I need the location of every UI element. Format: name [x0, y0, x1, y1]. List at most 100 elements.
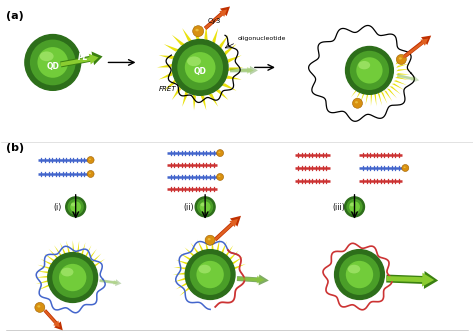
Text: PL: PL: [77, 53, 88, 62]
Circle shape: [396, 55, 406, 64]
Polygon shape: [66, 241, 71, 255]
Polygon shape: [191, 243, 200, 254]
Polygon shape: [221, 241, 227, 255]
Circle shape: [35, 302, 45, 312]
FancyArrow shape: [397, 74, 416, 81]
Ellipse shape: [195, 29, 199, 31]
Circle shape: [66, 197, 86, 217]
Polygon shape: [172, 35, 186, 45]
Ellipse shape: [71, 203, 76, 206]
Polygon shape: [73, 240, 75, 255]
Circle shape: [172, 40, 228, 95]
Circle shape: [87, 157, 94, 164]
Polygon shape: [211, 237, 214, 252]
Polygon shape: [172, 85, 181, 100]
Circle shape: [185, 250, 235, 299]
Circle shape: [195, 197, 215, 217]
Polygon shape: [164, 44, 180, 52]
Polygon shape: [157, 64, 173, 67]
Polygon shape: [159, 55, 176, 59]
Polygon shape: [392, 84, 404, 90]
Ellipse shape: [399, 57, 402, 60]
Text: QD: QD: [194, 67, 207, 76]
FancyArrow shape: [100, 280, 118, 285]
FancyArrow shape: [386, 271, 438, 289]
Polygon shape: [205, 238, 209, 252]
Polygon shape: [40, 259, 54, 265]
Polygon shape: [215, 90, 228, 100]
Circle shape: [402, 165, 409, 171]
FancyArrow shape: [44, 309, 63, 330]
FancyArrow shape: [230, 67, 254, 74]
Circle shape: [346, 199, 363, 215]
Polygon shape: [36, 279, 50, 284]
Polygon shape: [44, 253, 56, 261]
Ellipse shape: [208, 238, 210, 240]
Polygon shape: [54, 245, 63, 257]
Polygon shape: [176, 281, 188, 289]
FancyArrow shape: [230, 66, 258, 75]
FancyArrow shape: [237, 274, 269, 285]
Text: QD: QD: [46, 62, 59, 71]
Polygon shape: [93, 259, 105, 268]
Polygon shape: [371, 92, 372, 106]
Polygon shape: [49, 249, 60, 259]
Polygon shape: [395, 77, 409, 80]
Circle shape: [349, 201, 360, 212]
Circle shape: [59, 264, 86, 291]
Circle shape: [87, 170, 94, 177]
Polygon shape: [396, 69, 410, 71]
Polygon shape: [36, 271, 51, 273]
Polygon shape: [164, 79, 176, 91]
Ellipse shape: [37, 305, 40, 308]
Polygon shape: [197, 239, 204, 252]
Circle shape: [356, 57, 383, 84]
FancyArrow shape: [214, 216, 241, 241]
Circle shape: [185, 52, 216, 83]
Polygon shape: [204, 25, 208, 42]
Ellipse shape: [358, 61, 370, 69]
Ellipse shape: [187, 56, 201, 66]
Polygon shape: [77, 241, 79, 255]
Polygon shape: [159, 71, 173, 80]
Polygon shape: [387, 89, 397, 98]
Polygon shape: [356, 88, 362, 101]
Circle shape: [205, 235, 215, 245]
Polygon shape: [217, 238, 220, 253]
Polygon shape: [396, 64, 410, 68]
Circle shape: [196, 261, 224, 288]
Circle shape: [37, 47, 68, 78]
Polygon shape: [184, 247, 196, 256]
Circle shape: [353, 98, 363, 108]
FancyArrow shape: [386, 273, 434, 287]
Polygon shape: [220, 83, 237, 91]
Text: (iii): (iii): [333, 203, 346, 212]
Polygon shape: [173, 267, 188, 269]
Circle shape: [350, 51, 389, 90]
Polygon shape: [227, 55, 242, 64]
Polygon shape: [173, 272, 187, 274]
Circle shape: [346, 261, 373, 288]
Text: (ii): (ii): [183, 203, 194, 212]
Text: oligonucleotide: oligonucleotide: [238, 36, 286, 41]
Circle shape: [217, 173, 224, 180]
Polygon shape: [182, 28, 192, 42]
Ellipse shape: [201, 203, 205, 206]
Polygon shape: [219, 35, 228, 50]
FancyArrow shape: [397, 74, 419, 83]
Circle shape: [217, 150, 224, 157]
FancyArrow shape: [214, 219, 238, 241]
Polygon shape: [365, 91, 368, 105]
Polygon shape: [226, 245, 233, 258]
Polygon shape: [229, 250, 239, 262]
Text: FRET: FRET: [158, 86, 176, 92]
Circle shape: [339, 254, 380, 295]
Circle shape: [48, 253, 98, 302]
Text: (b): (b): [6, 143, 24, 153]
FancyArrow shape: [60, 54, 99, 66]
Ellipse shape: [89, 172, 91, 174]
Polygon shape: [384, 90, 392, 102]
Polygon shape: [208, 93, 218, 107]
Circle shape: [177, 45, 223, 90]
Polygon shape: [200, 94, 206, 110]
